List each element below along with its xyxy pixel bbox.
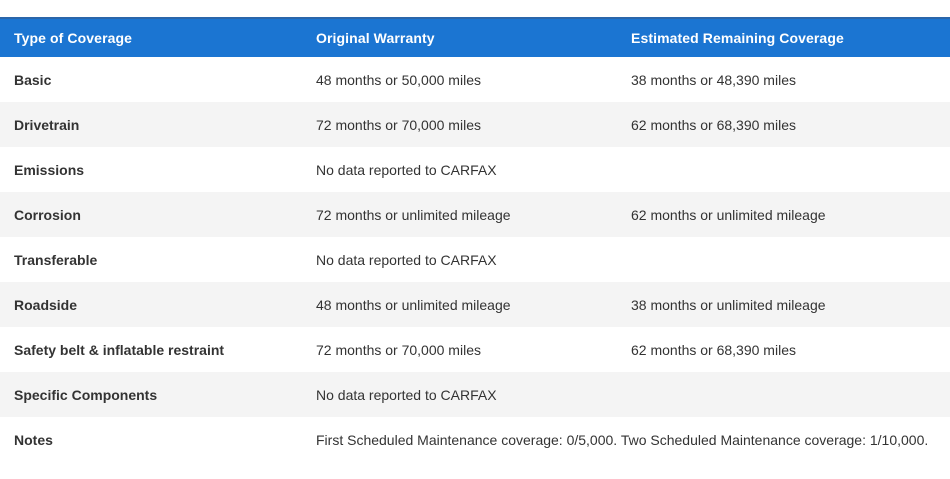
table-row-basic: Basic 48 months or 50,000 miles 38 month… <box>0 57 950 102</box>
remaining-coverage-cell <box>617 237 950 282</box>
coverage-type-cell: Roadside <box>0 282 302 327</box>
original-warranty-cell: 48 months or 50,000 miles <box>302 57 617 102</box>
coverage-type-cell: Emissions <box>0 147 302 192</box>
original-warranty-cell: 72 months or 70,000 miles <box>302 102 617 147</box>
remaining-coverage-cell: 62 months or 68,390 miles <box>617 102 950 147</box>
column-header-estimated-remaining-coverage: Estimated Remaining Coverage <box>617 17 950 57</box>
table-row-specific-components: Specific Components No data reported to … <box>0 372 950 417</box>
table-row-roadside: Roadside 48 months or unlimited mileage … <box>0 282 950 327</box>
remaining-coverage-cell <box>617 372 950 417</box>
original-warranty-cell: 72 months or unlimited mileage <box>302 192 617 237</box>
table-header: Type of Coverage Original Warranty Estim… <box>0 17 950 57</box>
remaining-coverage-cell: 38 months or unlimited mileage <box>617 282 950 327</box>
original-warranty-cell: 48 months or unlimited mileage <box>302 282 617 327</box>
column-header-type-of-coverage: Type of Coverage <box>0 17 302 57</box>
coverage-type-cell: Safety belt & inflatable restraint <box>0 327 302 372</box>
table-row-corrosion: Corrosion 72 months or unlimited mileage… <box>0 192 950 237</box>
coverage-type-cell: Specific Components <box>0 372 302 417</box>
table-row-notes: Notes First Scheduled Maintenance covera… <box>0 417 950 462</box>
remaining-coverage-cell: 62 months or unlimited mileage <box>617 192 950 237</box>
coverage-type-cell: Drivetrain <box>0 102 302 147</box>
header-row: Type of Coverage Original Warranty Estim… <box>0 17 950 57</box>
coverage-type-cell: Transferable <box>0 237 302 282</box>
coverage-type-cell: Notes <box>0 417 302 462</box>
coverage-type-cell: Basic <box>0 57 302 102</box>
notes-value-cell: First Scheduled Maintenance coverage: 0/… <box>302 417 950 462</box>
remaining-coverage-cell: 62 months or 68,390 miles <box>617 327 950 372</box>
table-row-emissions: Emissions No data reported to CARFAX <box>0 147 950 192</box>
original-warranty-cell: No data reported to CARFAX <box>302 147 617 192</box>
warranty-coverage-table: Type of Coverage Original Warranty Estim… <box>0 17 950 462</box>
coverage-type-cell: Corrosion <box>0 192 302 237</box>
remaining-coverage-cell: 38 months or 48,390 miles <box>617 57 950 102</box>
remaining-coverage-cell <box>617 147 950 192</box>
table-body: Basic 48 months or 50,000 miles 38 month… <box>0 57 950 462</box>
column-header-original-warranty: Original Warranty <box>302 17 617 57</box>
original-warranty-cell: No data reported to CARFAX <box>302 237 617 282</box>
original-warranty-cell: 72 months or 70,000 miles <box>302 327 617 372</box>
original-warranty-cell: No data reported to CARFAX <box>302 372 617 417</box>
table-row-drivetrain: Drivetrain 72 months or 70,000 miles 62 … <box>0 102 950 147</box>
table-row-transferable: Transferable No data reported to CARFAX <box>0 237 950 282</box>
table-row-safety-belt: Safety belt & inflatable restraint 72 mo… <box>0 327 950 372</box>
warranty-coverage-section: Type of Coverage Original Warranty Estim… <box>0 17 950 462</box>
